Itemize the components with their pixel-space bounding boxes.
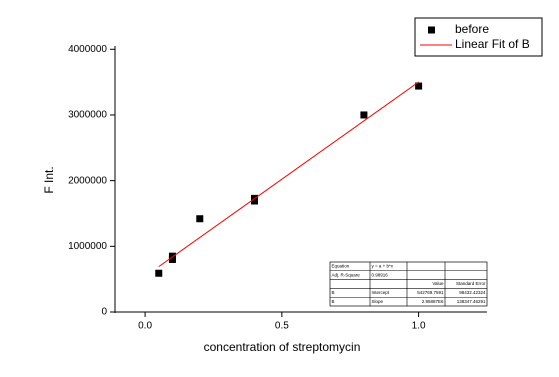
table-text: B bbox=[332, 290, 335, 295]
data-point bbox=[360, 111, 368, 119]
data-point bbox=[155, 269, 163, 277]
table-text: Equation bbox=[332, 264, 350, 269]
data-point bbox=[415, 82, 423, 90]
fit-line bbox=[158, 81, 419, 268]
table-text: Slope bbox=[372, 299, 384, 304]
table-text: Value bbox=[432, 281, 444, 286]
y-tick-label: 2000000 bbox=[68, 175, 107, 186]
table-text: Standard Error bbox=[456, 281, 486, 286]
legend-label: before bbox=[455, 22, 489, 36]
legend-label: Linear Fit of B bbox=[455, 37, 530, 51]
x-tick-label: 0.5 bbox=[275, 321, 289, 332]
y-axis-label: F Int. bbox=[42, 166, 56, 193]
table-text: y = a + b*x bbox=[372, 264, 394, 269]
table-text: B bbox=[332, 299, 335, 304]
y-tick-label: 3000000 bbox=[68, 110, 107, 121]
y-tick-label: 0 bbox=[101, 307, 107, 318]
x-tick-label: 0.0 bbox=[138, 321, 152, 332]
table-text: 98432.42324 bbox=[459, 290, 486, 295]
table-text: 2.95887E6 bbox=[422, 299, 444, 304]
data-point bbox=[168, 252, 176, 260]
table-text: 542769.7591 bbox=[417, 290, 444, 295]
table-text: 0.98916 bbox=[372, 272, 389, 277]
legend-marker bbox=[428, 26, 435, 34]
y-tick-label: 4000000 bbox=[68, 44, 107, 55]
table-text: Intercept bbox=[372, 290, 390, 295]
x-axis-label: concentration of streptomycin bbox=[204, 340, 361, 354]
table-text: Adj. R-Square bbox=[332, 272, 361, 277]
stats-table bbox=[329, 261, 488, 307]
legend-box bbox=[414, 17, 543, 57]
table-text: 138347.46291 bbox=[457, 299, 486, 304]
x-tick-label: 1.0 bbox=[412, 321, 426, 332]
data-point bbox=[196, 215, 204, 223]
y-tick-label: 1000000 bbox=[68, 241, 107, 252]
table-cell bbox=[444, 297, 488, 307]
